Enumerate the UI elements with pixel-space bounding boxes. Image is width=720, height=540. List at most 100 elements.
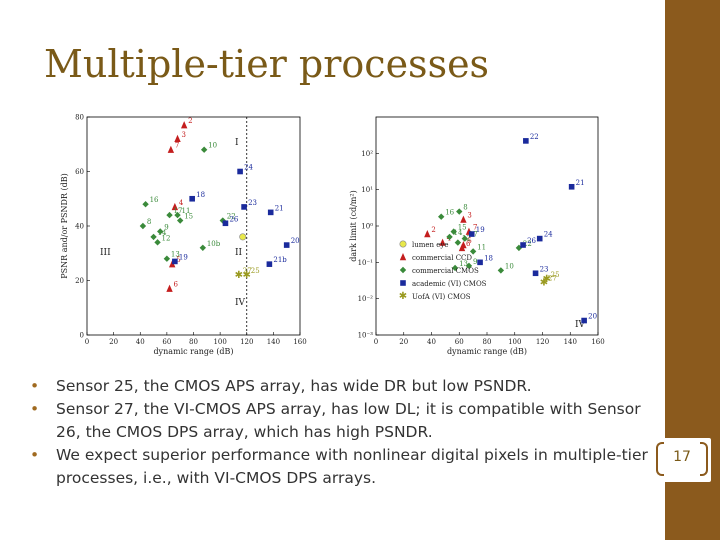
data-label: 18 bbox=[484, 254, 493, 262]
data-label: 9 bbox=[473, 258, 477, 266]
data-label: 4 bbox=[179, 199, 184, 207]
data-point bbox=[468, 231, 475, 237]
x-tick-label: 100 bbox=[508, 338, 521, 346]
data-point bbox=[166, 284, 173, 292]
data-label: 26 bbox=[229, 215, 238, 223]
x-tick-label: 140 bbox=[267, 338, 280, 346]
data-point bbox=[180, 121, 188, 129]
region-label: IV bbox=[235, 298, 246, 308]
x-tick-label: 120 bbox=[536, 338, 549, 346]
data-label: 22 bbox=[523, 240, 532, 248]
data-point bbox=[446, 233, 453, 241]
bullet-item: • Sensor 27, the VI-CMOS APS array, has l… bbox=[30, 400, 641, 441]
data-label: 8 bbox=[147, 218, 151, 226]
data-label: 10 bbox=[208, 142, 217, 150]
data-point bbox=[166, 211, 173, 219]
data-point bbox=[469, 248, 477, 255]
y-tick-label: 10² bbox=[361, 150, 373, 158]
data-point bbox=[222, 220, 229, 227]
data-label: 3 bbox=[182, 131, 186, 139]
data-label: 21 bbox=[275, 204, 284, 212]
x-tick-label: 160 bbox=[591, 338, 604, 346]
data-point bbox=[454, 239, 462, 246]
data-label: 6 bbox=[174, 281, 179, 289]
bullet-dot-icon: • bbox=[30, 400, 40, 418]
y-tick-label: 10¹ bbox=[361, 186, 373, 194]
x-tick-label: 120 bbox=[240, 338, 253, 346]
data-label: 11 bbox=[182, 207, 191, 215]
data-point bbox=[157, 228, 164, 235]
data-point bbox=[176, 217, 184, 224]
data-label: 13 bbox=[171, 251, 180, 259]
data-label: 9 bbox=[164, 223, 168, 231]
data-label: 6 bbox=[466, 240, 471, 248]
data-label: 20 bbox=[588, 313, 597, 321]
y-tick-label: 20 bbox=[75, 277, 84, 285]
data-label: 21 bbox=[576, 179, 585, 187]
x-tick-label: 100 bbox=[213, 338, 226, 346]
data-point bbox=[520, 242, 526, 248]
y-axis-label: PSNR and/or PSNDR (dB) bbox=[60, 173, 69, 278]
data-point bbox=[456, 208, 463, 215]
data-point: ✱ bbox=[243, 270, 251, 281]
data-label: 26 bbox=[527, 237, 536, 245]
y-tick-label: 10⁻³ bbox=[358, 332, 374, 340]
data-point bbox=[267, 209, 274, 216]
data-label: 12 bbox=[162, 234, 171, 242]
data-point bbox=[438, 213, 445, 220]
y-tick-label: 60 bbox=[75, 168, 84, 176]
data-label: 25 bbox=[251, 267, 260, 275]
data-point bbox=[450, 228, 457, 235]
data-point: ✱ bbox=[235, 270, 243, 281]
legend-marker bbox=[400, 280, 406, 286]
data-point bbox=[460, 215, 467, 223]
data-point bbox=[439, 238, 446, 246]
data-point bbox=[523, 138, 529, 144]
legend-marker bbox=[399, 253, 407, 261]
data-point bbox=[266, 261, 273, 267]
data-label: 16 bbox=[445, 209, 454, 217]
data-label: 7 bbox=[175, 142, 179, 150]
data-point bbox=[200, 146, 208, 153]
data-point bbox=[239, 233, 247, 241]
data-label: 18 bbox=[196, 191, 205, 199]
data-point bbox=[477, 259, 483, 266]
legend-item: academic (VI) CMOS bbox=[412, 280, 487, 288]
page-number: 17 bbox=[673, 449, 691, 465]
right-bracket-icon bbox=[700, 442, 708, 476]
left-bracket-icon bbox=[656, 442, 664, 476]
data-label: 22 bbox=[530, 133, 539, 141]
data-label: 15 bbox=[184, 213, 193, 221]
data-label: 27 bbox=[548, 274, 557, 282]
data-label: 5 bbox=[467, 237, 471, 245]
legend-marker: ✱ bbox=[399, 291, 407, 302]
data-label: 8 bbox=[463, 204, 467, 212]
data-label: 7 bbox=[473, 224, 477, 232]
legend-item: lumen eye bbox=[412, 241, 449, 249]
data-label: 13 bbox=[459, 260, 468, 268]
data-label: 3 bbox=[467, 212, 471, 220]
data-point bbox=[171, 202, 179, 211]
data-point bbox=[581, 317, 587, 324]
x-axis-label: dynamic range (dB) bbox=[153, 347, 233, 356]
data-label: 24 bbox=[244, 164, 253, 172]
data-point bbox=[424, 230, 431, 238]
x-tick-label: 40 bbox=[427, 338, 436, 346]
data-label: 17 bbox=[174, 207, 183, 215]
data-label: 14 bbox=[454, 229, 463, 237]
data-point bbox=[497, 267, 505, 274]
region-label: II bbox=[235, 248, 243, 258]
data-label: 2 bbox=[188, 117, 192, 125]
data-point: ✱ bbox=[540, 277, 548, 288]
chart-dark-limit: 0 20 40 60 80 100 120 140 160 10⁻³ 10⁻² 10⁻¹ 10⁰ 10¹ 1… bbox=[349, 116, 605, 356]
data-point bbox=[142, 201, 149, 208]
y-axis-label: dark limit (cd/m²) bbox=[349, 190, 358, 261]
data-label: 23 bbox=[540, 265, 549, 273]
data-label: 22 bbox=[227, 213, 236, 221]
data-label: 10 bbox=[505, 262, 514, 270]
data-point bbox=[241, 204, 247, 210]
x-tick-label: 80 bbox=[189, 338, 198, 346]
data-label: 25 bbox=[551, 271, 560, 279]
data-label: 19 bbox=[179, 253, 188, 261]
